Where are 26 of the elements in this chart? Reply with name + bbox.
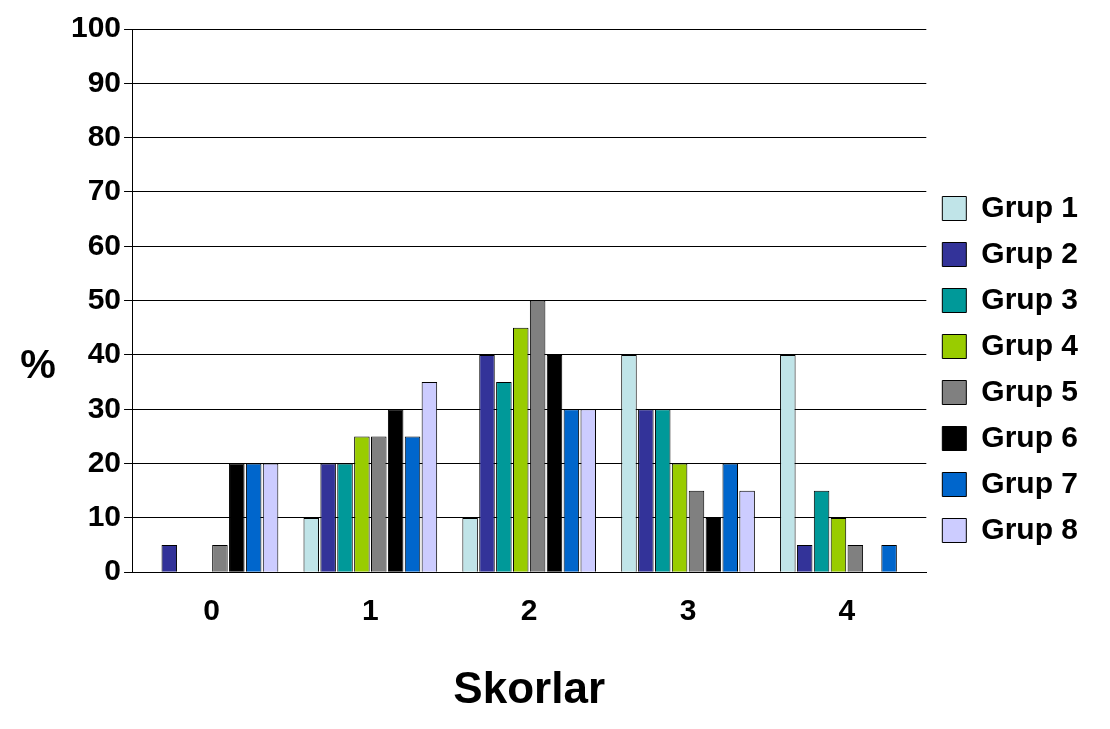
y-tick-label: 90 xyxy=(87,64,122,98)
x-tick-label: 4 xyxy=(838,593,856,627)
legend-label: Grup 6 xyxy=(981,419,1079,453)
x-tick-label: 2 xyxy=(520,593,538,627)
legend-label: Grup 3 xyxy=(981,281,1079,315)
legend-label: Grup 1 xyxy=(981,189,1079,223)
y-tick-label: 80 xyxy=(87,118,122,152)
y-tick-label: 40 xyxy=(87,336,122,370)
y-tick-label: 70 xyxy=(87,173,122,207)
legend-label: Grup 4 xyxy=(981,327,1079,361)
y-tick-label: 20 xyxy=(87,444,122,478)
y-tick-label: 30 xyxy=(87,390,122,424)
y-axis-title: % xyxy=(19,342,57,387)
y-tick-label: 10 xyxy=(87,499,122,533)
x-tick-label: 0 xyxy=(203,593,220,627)
legend-label: Grup 7 xyxy=(981,465,1079,499)
y-tick-label: 100 xyxy=(70,10,122,44)
x-tick-label: 3 xyxy=(679,593,697,627)
x-axis-title: Skorlar xyxy=(453,662,606,712)
y-tick-label: 0 xyxy=(104,553,122,587)
legend-label: Grup 8 xyxy=(981,511,1079,545)
y-tick-label: 60 xyxy=(87,227,122,261)
legend-label: Grup 2 xyxy=(981,235,1079,269)
x-tick-label: 1 xyxy=(361,593,379,627)
y-tick-label: 50 xyxy=(87,281,122,315)
legend-label: Grup 5 xyxy=(981,373,1079,407)
